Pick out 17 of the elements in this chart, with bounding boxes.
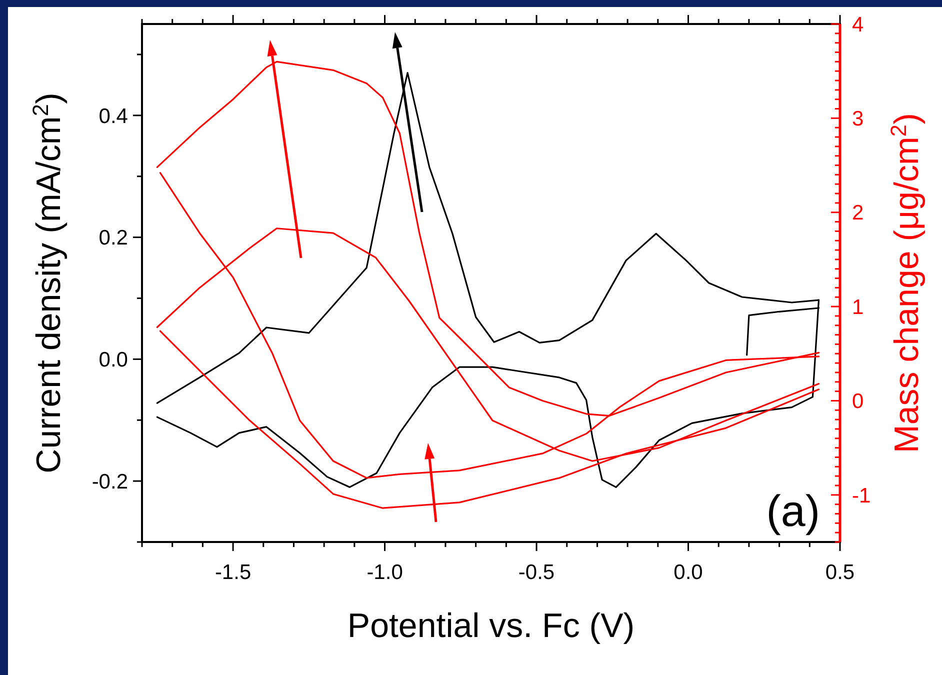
x-tick-label: 0.5 [825, 561, 855, 584]
y2-tick-label: 1 [852, 296, 864, 319]
x-tick-label: -1.5 [214, 561, 252, 584]
x-axis-title: Potential vs. Fc (V) [347, 607, 635, 645]
x-tick-label: -1.0 [366, 561, 403, 584]
y-tick-label: 0.4 [98, 104, 128, 128]
y2-tick-label: -1 [852, 484, 871, 508]
y-tick-label: 0.2 [98, 226, 128, 250]
annotation: (a) [766, 487, 820, 536]
x-tick-label: -0.5 [518, 561, 555, 584]
y-tick-label: -0.2 [92, 470, 128, 494]
y2-tick-label: 2 [852, 202, 864, 225]
y-tick-label: 0.0 [98, 348, 128, 372]
y2-tick-label: 3 [852, 108, 864, 131]
y2-tick-label: 0 [852, 390, 864, 414]
x-tick-label: 0.0 [674, 561, 703, 584]
y2-tick-label: 4 [852, 13, 864, 36]
